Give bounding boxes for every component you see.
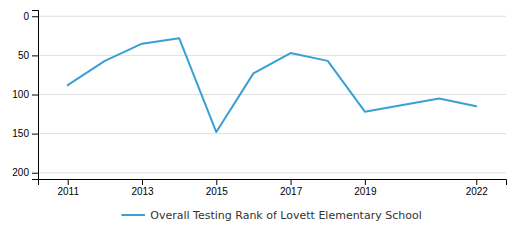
tick: 2011 <box>57 179 79 197</box>
plot: 2011 2013 2015 2017 2019 2022 0 50 100 150 200 <box>12 11 506 198</box>
tick-label: 2015 <box>206 186 229 197</box>
tick-mark <box>476 179 477 185</box>
line <box>68 38 477 132</box>
tick-mark <box>32 95 38 96</box>
tick-mark <box>32 134 38 135</box>
tick: 0 <box>23 11 38 22</box>
tick-mark <box>32 173 38 174</box>
tick-label: 2017 <box>280 186 303 197</box>
grid-line <box>38 94 506 95</box>
tick-mark <box>32 55 38 56</box>
tick-mark <box>142 179 143 185</box>
legend-item: Overall Testing Rank of Lovett Elementar… <box>122 209 421 222</box>
tick-mark <box>216 179 217 185</box>
tick-mark <box>291 179 292 185</box>
tick: 2013 <box>131 179 154 197</box>
tick: 200 <box>12 167 38 178</box>
tick-label: 200 <box>12 167 29 178</box>
tick: 2017 <box>280 179 303 197</box>
legend-swatch <box>122 214 144 216</box>
grid-line <box>38 55 506 56</box>
grid <box>38 16 506 172</box>
tick-label: 150 <box>12 128 29 139</box>
tick: 100 <box>12 89 38 100</box>
x-axis: 2011 2013 2015 2017 2019 2022 <box>39 179 507 197</box>
tick-mark <box>68 179 69 185</box>
tick: 2022 <box>466 179 489 197</box>
y-axis: 0 50 100 150 200 <box>12 11 38 180</box>
tick-label: 2011 <box>57 186 79 197</box>
series-group <box>68 38 477 132</box>
grid-line <box>38 133 506 134</box>
chart: 2011 2013 2015 2017 2019 2022 0 50 100 150 200 Over… <box>0 0 524 229</box>
axis-line <box>39 180 507 186</box>
axis-line <box>32 11 39 180</box>
tick-label: 2013 <box>131 186 154 197</box>
tick-mark <box>365 179 366 185</box>
tick-label: 0 <box>23 11 29 22</box>
tick-mark <box>32 16 38 17</box>
grid-line <box>38 172 506 173</box>
tick-label: 100 <box>12 89 29 100</box>
tick: 150 <box>12 128 38 139</box>
legend-label: Overall Testing Rank of Lovett Elementar… <box>150 209 421 222</box>
grid-line <box>38 16 506 17</box>
tick-label: 2022 <box>466 186 489 197</box>
tick-label: 2019 <box>354 186 377 197</box>
tick: 50 <box>18 50 38 61</box>
tick: 2015 <box>206 179 229 197</box>
legend: Overall Testing Rank of Lovett Elementar… <box>122 209 421 222</box>
tick-label: 50 <box>18 50 30 61</box>
tick: 2019 <box>354 179 377 197</box>
